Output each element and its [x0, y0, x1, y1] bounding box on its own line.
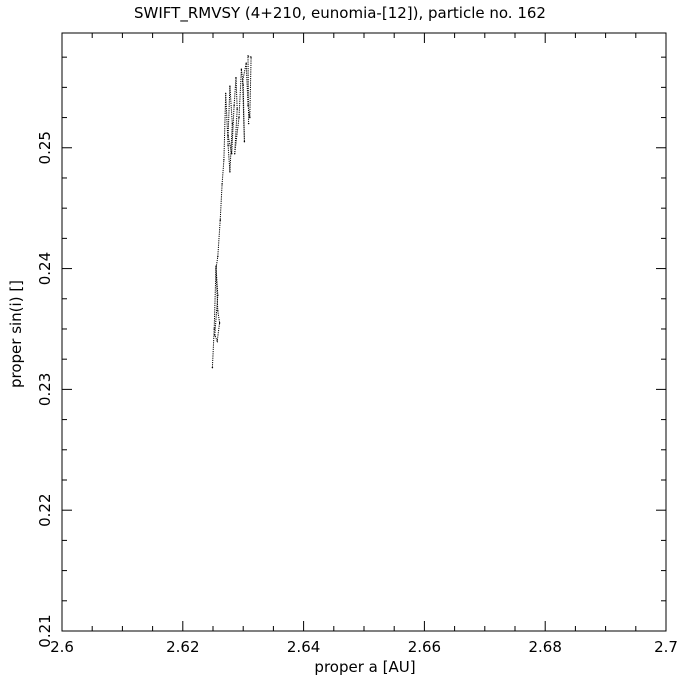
x-tick-label: 2.62 [166, 638, 199, 656]
y-tick-label: 0.22 [36, 493, 54, 526]
series-group [211, 55, 252, 369]
data-point [217, 255, 219, 258]
data-point [227, 144, 229, 147]
data-point [241, 80, 244, 83]
data-point [233, 104, 235, 107]
data-point [227, 134, 229, 137]
data-point [238, 116, 240, 119]
y-tick-label: 0.24 [36, 252, 54, 285]
data-point [219, 219, 221, 221]
data-point [231, 122, 234, 125]
plot-frame [61, 32, 667, 632]
data-point [240, 68, 243, 70]
x-tick-label: 2.7 [654, 638, 678, 656]
y-tick-label: 0.25 [36, 131, 54, 164]
series-line [211, 55, 252, 368]
data-point [249, 116, 251, 119]
data-point [234, 153, 236, 155]
data-point [214, 334, 216, 336]
x-axis-label: proper a [AU] [314, 658, 416, 676]
data-point [223, 159, 225, 161]
y-tick-label: 0.23 [36, 373, 54, 406]
data-point [218, 322, 221, 324]
x-tick-label: 2.68 [528, 638, 561, 656]
data-point [217, 294, 219, 296]
data-point [245, 62, 247, 64]
data-point [229, 171, 231, 173]
data-point [229, 85, 231, 87]
data-point [215, 265, 217, 267]
axis-ticks [61, 33, 667, 632]
x-tick-label: 2.66 [408, 638, 441, 656]
data-point [243, 141, 246, 143]
data-point [250, 56, 252, 58]
data-point [211, 366, 214, 369]
data-point [247, 122, 250, 125]
data-point [247, 55, 249, 57]
chart-title: SWIFT_RMVSY (4+210, eunomia-[12]), parti… [134, 4, 546, 22]
data-point [247, 104, 249, 107]
data-point [231, 153, 233, 155]
data-point [236, 108, 238, 110]
x-tick-label: 2.6 [50, 638, 74, 656]
data-point [217, 310, 219, 312]
y-tick-labels: 0.21 0.22 0.23 0.24 0.25 [36, 131, 54, 648]
data-point [224, 92, 227, 95]
data-point [242, 84, 244, 86]
data-point [215, 267, 217, 270]
y-tick-label: 0.21 [36, 614, 54, 647]
y-axis-label: proper sin(i) [] [7, 279, 25, 389]
data-point [235, 76, 237, 79]
data-point [216, 340, 218, 342]
x-tick-labels: 2.6 2.62 2.64 2.66 2.68 2.7 [50, 638, 678, 656]
data-point [221, 183, 223, 185]
x-tick-label: 2.64 [287, 638, 320, 656]
data-point [213, 328, 215, 330]
